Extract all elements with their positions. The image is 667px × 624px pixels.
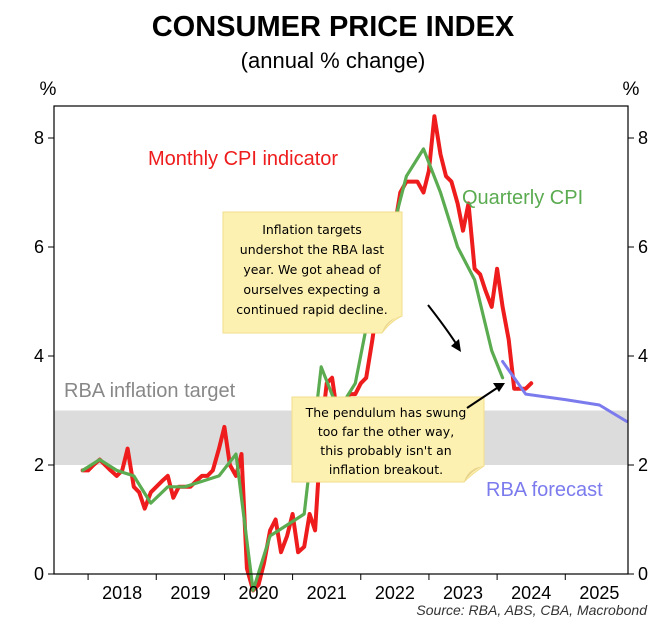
- y-tick-label-left-8: 8: [34, 128, 44, 148]
- annotation-arrow-2: [466, 383, 505, 409]
- x-tick-label-2018: 2018: [102, 583, 142, 603]
- plot-frame: [53, 105, 629, 575]
- annotation-1-line-3: ourselves expecting a: [243, 282, 380, 297]
- y-tick-label-right-8: 8: [638, 128, 648, 148]
- y-unit-left: %: [40, 79, 57, 100]
- y-unit-right: %: [623, 79, 640, 100]
- y-tick-label-right-0: 0: [638, 564, 648, 584]
- chart-subtitle: (annual % change): [241, 48, 426, 73]
- y-tick-label-left-0: 0: [34, 564, 44, 584]
- annotation-2-line-1: too far the other way,: [318, 424, 454, 439]
- y-tick-label-left-4: 4: [34, 346, 44, 366]
- legend-rba-forecast: RBA forecast: [486, 479, 603, 501]
- x-tick-label-2021: 2021: [307, 583, 347, 603]
- series-layer: [80, 114, 629, 593]
- annotation-1-line-1: undershot the RBA last: [240, 242, 384, 257]
- y-tick-label-right-6: 6: [638, 237, 648, 257]
- annotation-2-line-3: inflation breakout.: [329, 462, 443, 477]
- annotation-1-line-4: continued rapid decline.: [236, 302, 387, 317]
- legend-quarterly-cpi: Quarterly CPI: [462, 187, 583, 209]
- annotation-arrow-1: [427, 304, 461, 352]
- annotation-2-line-2: this probably isn't an: [320, 443, 451, 458]
- annotation-2-line-0: The pendulum has swung: [305, 405, 467, 420]
- series-line-rba-forecast: [501, 360, 629, 423]
- annotation-note-1: Inflation targets undershot the RBA last y…: [222, 211, 403, 334]
- y-tick-label-right-4: 4: [638, 346, 648, 366]
- series-line-monthly-cpi-indicator: [80, 114, 534, 593]
- chart-title: CONSUMER PRICE INDEX: [152, 11, 515, 43]
- target-band-label: RBA inflation target: [64, 380, 236, 402]
- x-tick-label-2024: 2024: [511, 583, 551, 603]
- axes-layer: 0 0 2 2 4 4 6 6 8 8 2018 2019 2020 2021 2022 2023 2024 20…: [34, 128, 648, 603]
- source-note: Source: RBA, ABS, CBA, Macrobond: [416, 602, 648, 618]
- annotation-note-2: The pendulum has swung too far the other …: [291, 396, 485, 483]
- annotation-1-line-0: Inflation targets: [262, 222, 362, 237]
- legend-monthly-cpi: Monthly CPI indicator: [148, 148, 338, 170]
- x-tick-label-2020: 2020: [238, 583, 278, 603]
- y-tick-label-left-6: 6: [34, 237, 44, 257]
- y-tick-label-right-2: 2: [638, 455, 648, 475]
- x-tick-label-2022: 2022: [375, 583, 415, 603]
- x-tick-label-2025: 2025: [579, 583, 619, 603]
- y-tick-label-left-2: 2: [34, 455, 44, 475]
- annotation-1-line-2: year. We got ahead of: [243, 262, 381, 277]
- x-tick-label-2023: 2023: [443, 583, 483, 603]
- x-tick-label-2019: 2019: [170, 583, 210, 603]
- series-line-quarterly-cpi: [80, 147, 505, 593]
